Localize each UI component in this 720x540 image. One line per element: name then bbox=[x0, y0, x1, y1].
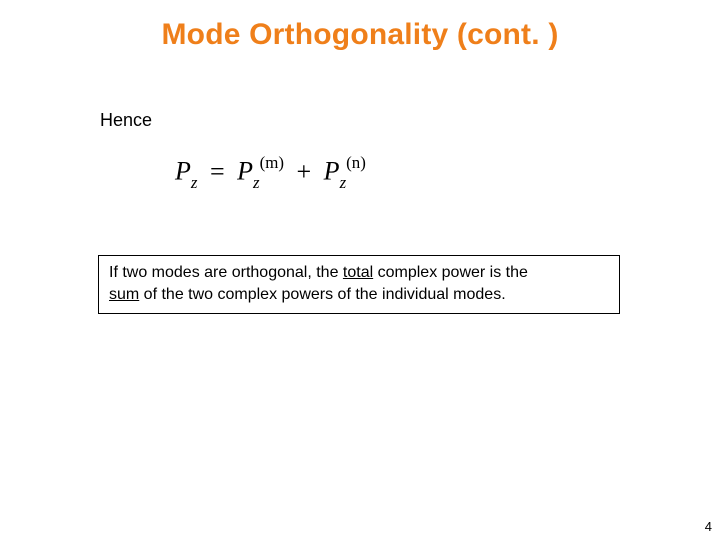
stmt-mid1: complex power is the bbox=[373, 264, 528, 281]
stmt-post: of the two complex powers of the individ… bbox=[139, 286, 505, 303]
stmt-u2: sum bbox=[109, 286, 139, 303]
slide-title: Mode Orthogonality (cont. ) bbox=[0, 18, 720, 52]
slide: Mode Orthogonality (cont. ) Hence Pz = P… bbox=[0, 0, 720, 540]
stmt-pre: If two modes are orthogonal, the bbox=[109, 264, 343, 281]
eq-t1-sub: z bbox=[253, 173, 260, 192]
eq-equals: = bbox=[204, 157, 231, 186]
eq-t1-var: P bbox=[237, 157, 253, 186]
eq-plus: + bbox=[291, 157, 318, 186]
eq-t1-sup: (m) bbox=[260, 153, 284, 172]
eq-lhs-var: P bbox=[175, 157, 191, 186]
power-equation: Pz = Pz(m) + Pz(n) bbox=[175, 155, 366, 191]
eq-lhs-sub: z bbox=[191, 173, 198, 192]
page-number: 4 bbox=[705, 519, 712, 534]
eq-t2-var: P bbox=[324, 157, 340, 186]
hence-label: Hence bbox=[100, 110, 152, 131]
eq-t2-sub: z bbox=[340, 173, 347, 192]
eq-t2-sup: (n) bbox=[346, 153, 366, 172]
stmt-u1: total bbox=[343, 264, 373, 281]
statement-box: If two modes are orthogonal, the total c… bbox=[98, 255, 620, 314]
